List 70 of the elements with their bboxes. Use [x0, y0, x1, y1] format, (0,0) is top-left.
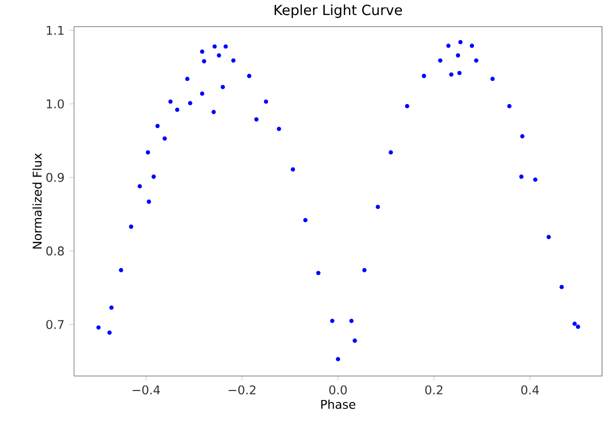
chart-title: Kepler Light Curve: [274, 4, 402, 18]
point: [96, 325, 101, 330]
point: [188, 101, 192, 106]
point: [303, 218, 308, 222]
point: [231, 58, 236, 63]
point: [212, 44, 217, 49]
point: [155, 124, 160, 128]
point: [533, 177, 538, 182]
x-tick-label: −0.2: [228, 385, 256, 394]
point: [519, 174, 524, 179]
y-axis-title: Normalized Flux: [32, 153, 42, 249]
point: [546, 234, 551, 240]
point: [456, 53, 460, 58]
point: [449, 72, 454, 77]
point: [168, 100, 173, 104]
point: [118, 268, 124, 272]
point: [330, 318, 334, 323]
point: [138, 184, 142, 188]
point: [422, 74, 426, 78]
point: [200, 50, 204, 54]
point: [490, 76, 495, 82]
point: [438, 58, 442, 63]
point: [220, 84, 225, 90]
y-tick-label: 0.8: [46, 246, 64, 256]
point: [457, 70, 462, 76]
point: [247, 74, 252, 78]
x-tick-label: 0.4: [521, 385, 539, 394]
y-tick-label: 1.0: [46, 99, 64, 108]
point: [560, 284, 564, 290]
point: [470, 44, 474, 48]
x-axis-title: Phase: [321, 400, 356, 409]
point: [254, 117, 259, 122]
point: [316, 270, 320, 276]
point: [388, 150, 393, 155]
point: [185, 76, 190, 82]
point: [107, 330, 112, 335]
point: [458, 40, 463, 44]
point: [520, 134, 524, 138]
point: [202, 59, 206, 64]
x-tick-label: 0.0: [329, 385, 347, 394]
point: [336, 356, 340, 362]
point: [175, 108, 180, 112]
point: [128, 224, 134, 229]
x-tick-label: −0.4: [132, 385, 160, 394]
point: [224, 44, 228, 49]
point: [349, 318, 354, 323]
y-tick-label: 0.9: [46, 172, 64, 182]
point: [507, 104, 512, 108]
point: [572, 322, 577, 326]
point: [446, 44, 451, 48]
point: [200, 91, 204, 96]
point: [376, 204, 380, 209]
point: [109, 305, 114, 310]
point: [290, 167, 296, 172]
point: [362, 268, 367, 272]
point: [216, 53, 222, 58]
y-tick-label: 1.1: [46, 26, 64, 35]
point: [212, 110, 216, 114]
point: [404, 104, 410, 108]
point: [146, 150, 150, 155]
point: [152, 174, 156, 179]
point: [474, 58, 478, 63]
point: [276, 126, 282, 132]
point: [352, 338, 357, 343]
y-tick-label: 0.7: [46, 320, 64, 330]
point: [146, 200, 152, 204]
x-tick-label: 0.2: [425, 385, 442, 394]
point: [576, 324, 580, 329]
point: [162, 136, 167, 141]
point: [264, 100, 268, 104]
